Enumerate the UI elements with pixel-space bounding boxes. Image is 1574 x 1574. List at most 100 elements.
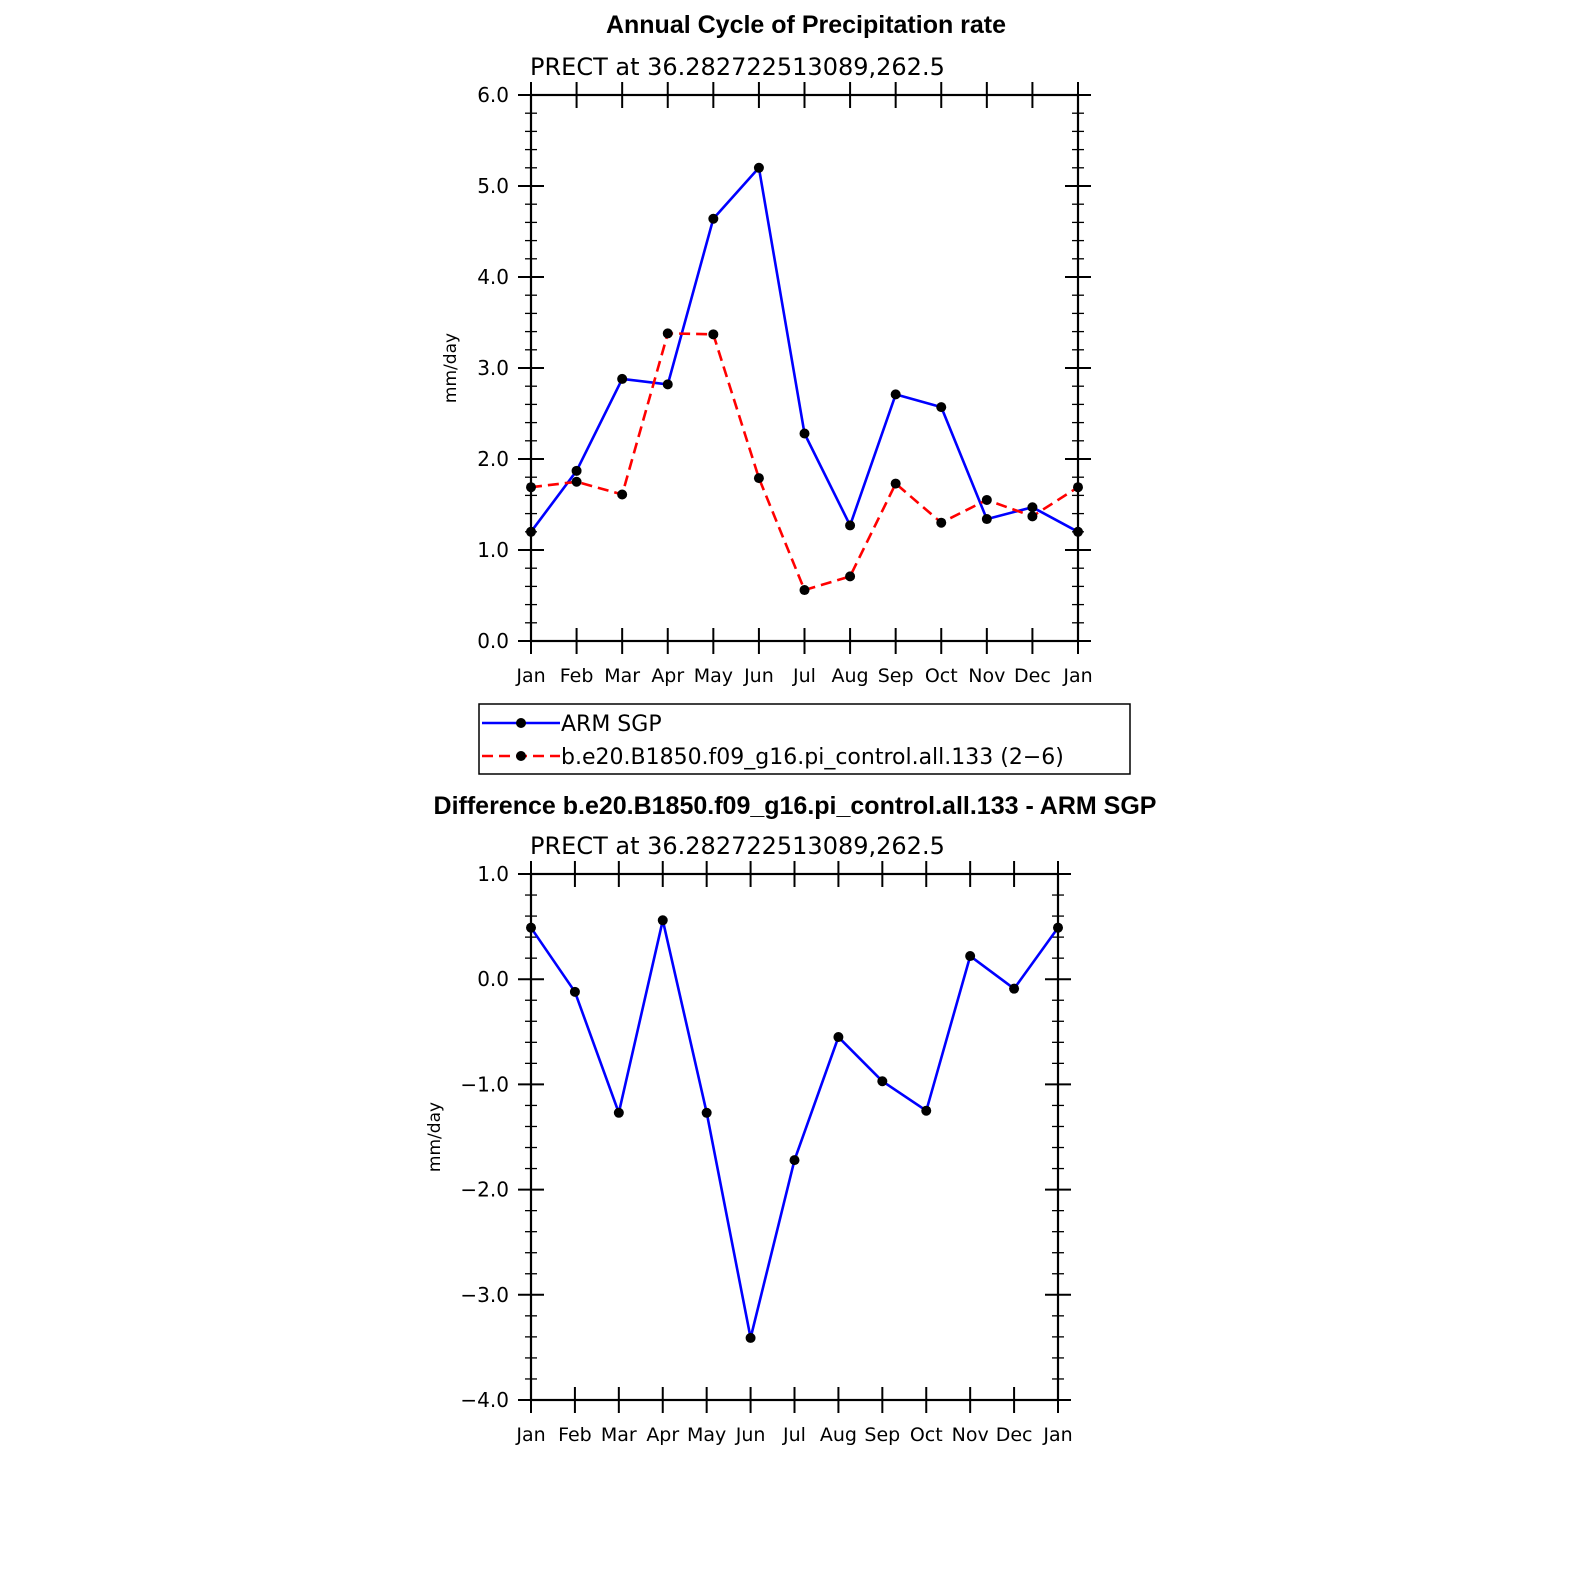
x-tick-label: Nov bbox=[952, 1424, 989, 1446]
data-point-0 bbox=[617, 373, 628, 384]
x-tick-label: Apr bbox=[651, 665, 684, 687]
x-tick-label: Jan bbox=[1042, 1424, 1072, 1446]
x-tick-label: Sep bbox=[878, 665, 914, 687]
x-tick-label: Nov bbox=[968, 665, 1005, 687]
legend-entry-arm-sgp: ARM SGP bbox=[482, 712, 662, 737]
series-markers bbox=[526, 915, 1063, 1343]
plot-frame bbox=[529, 872, 1060, 1402]
data-point-0 bbox=[936, 402, 947, 413]
legend-marker-model bbox=[516, 751, 526, 761]
x-tick-label: Jan bbox=[1062, 665, 1092, 687]
y-tick-label: −2.0 bbox=[460, 1178, 509, 1202]
x-tick-label: Dec bbox=[996, 1424, 1033, 1446]
data-point-1 bbox=[1027, 511, 1038, 522]
series-lines bbox=[529, 918, 1060, 1340]
series-line-1 bbox=[530, 332, 1079, 592]
axes: 0.0 1.0 2.0 3.0 4.0 5.0 6.0 Jan Feb Mar Apr May Jun J… bbox=[477, 82, 1093, 687]
data-point-0 bbox=[833, 1032, 844, 1043]
data-point-0 bbox=[708, 213, 719, 224]
x-tick-label: Jan bbox=[515, 1424, 545, 1446]
data-point-0 bbox=[890, 389, 901, 400]
data-point-0 bbox=[657, 915, 668, 926]
data-point-1 bbox=[571, 476, 582, 487]
data-point-0 bbox=[981, 514, 992, 525]
data-point-0 bbox=[701, 1107, 712, 1118]
data-point-1 bbox=[936, 517, 947, 528]
y-tick-label: 1.0 bbox=[477, 862, 509, 886]
x-tick-label: Dec bbox=[1014, 665, 1051, 687]
data-point-1 bbox=[799, 585, 810, 596]
data-point-1 bbox=[662, 328, 673, 339]
x-tick-label: Feb bbox=[558, 1424, 592, 1446]
x-tick-label: Jun bbox=[743, 665, 774, 687]
series-line-0 bbox=[529, 166, 1079, 533]
series-line-0 bbox=[529, 918, 1060, 1340]
data-point-1 bbox=[753, 473, 764, 484]
data-point-1 bbox=[981, 494, 992, 505]
data-point-1 bbox=[845, 571, 856, 582]
x-tick-label: Mar bbox=[601, 1424, 637, 1446]
legend: ARM SGP b.e20.B1850.f09_g16.pi_control.a… bbox=[478, 703, 1131, 775]
x-tick-label: Jul bbox=[782, 1424, 806, 1446]
data-point-0 bbox=[569, 986, 580, 997]
chart-title: Annual Cycle of Precipitation rate bbox=[606, 11, 1006, 39]
x-tick-label: Jul bbox=[792, 665, 816, 687]
legend-label-arm-sgp: ARM SGP bbox=[561, 712, 662, 737]
chart-subtitle: PRECT at 36.282722513089,262.5 bbox=[530, 53, 945, 81]
data-point-0 bbox=[526, 526, 536, 537]
annual-cycle-chart: Annual Cycle of Precipitation rate PRECT… bbox=[441, 11, 1093, 687]
data-point-0 bbox=[921, 1105, 932, 1116]
y-tick-label: 5.0 bbox=[477, 174, 509, 198]
legend-entry-model: b.e20.B1850.f09_g16.pi_control.all.133 (… bbox=[482, 745, 1064, 770]
x-tick-label: Feb bbox=[560, 665, 594, 687]
x-tick-label: May bbox=[687, 1424, 726, 1446]
axes: −4.0 −3.0 −2.0 −1.0 0.0 1.0 Jan Feb Mar Apr May Jun… bbox=[460, 861, 1073, 1446]
data-point-1 bbox=[526, 482, 536, 493]
data-point-0 bbox=[1027, 502, 1038, 513]
x-tick-label: Aug bbox=[820, 1424, 857, 1446]
data-point-0 bbox=[845, 520, 856, 531]
y-tick-label: −4.0 bbox=[460, 1388, 509, 1412]
data-point-0 bbox=[877, 1076, 888, 1087]
series-lines bbox=[529, 166, 1079, 592]
series-markers bbox=[526, 162, 1083, 596]
data-point-0 bbox=[789, 1155, 800, 1166]
data-point-0 bbox=[799, 428, 810, 439]
x-tick-label: Mar bbox=[604, 665, 640, 687]
y-tick-label: 0.0 bbox=[477, 629, 509, 653]
data-point-0 bbox=[1053, 922, 1063, 933]
y-tick-label: 1.0 bbox=[477, 538, 509, 562]
difference-chart: Difference b.e20.B1850.f09_g16.pi_contro… bbox=[425, 792, 1156, 1446]
x-tick-label: Oct bbox=[910, 1424, 943, 1446]
data-point-1 bbox=[708, 329, 719, 340]
x-tick-label: Oct bbox=[925, 665, 958, 687]
x-tick-label: May bbox=[694, 665, 733, 687]
x-tick-label: Jun bbox=[735, 1424, 766, 1446]
plot-frame bbox=[529, 93, 1080, 643]
y-tick-label: 3.0 bbox=[477, 356, 509, 380]
legend-label-model: b.e20.B1850.f09_g16.pi_control.all.133 (… bbox=[561, 745, 1064, 770]
data-point-0 bbox=[1009, 983, 1020, 994]
data-point-0 bbox=[526, 922, 536, 933]
data-point-0 bbox=[662, 379, 673, 390]
legend-marker-arm-sgp bbox=[516, 718, 526, 728]
y-tick-label: 4.0 bbox=[477, 265, 509, 289]
data-point-0 bbox=[965, 951, 976, 962]
legend-box bbox=[478, 703, 1131, 775]
data-point-1 bbox=[890, 478, 901, 489]
data-point-1 bbox=[617, 489, 628, 500]
y-tick-label: 2.0 bbox=[477, 447, 509, 471]
data-point-0 bbox=[745, 1332, 756, 1343]
data-point-0 bbox=[753, 162, 764, 173]
y-tick-label: −1.0 bbox=[460, 1072, 509, 1096]
data-point-1 bbox=[1073, 482, 1083, 493]
x-tick-label: Aug bbox=[832, 665, 869, 687]
x-tick-label: Apr bbox=[646, 1424, 679, 1446]
x-tick-label: Jan bbox=[515, 665, 545, 687]
x-tick-label: Sep bbox=[864, 1424, 900, 1446]
y-tick-label: 6.0 bbox=[477, 83, 509, 107]
chart-title: Difference b.e20.B1850.f09_g16.pi_contro… bbox=[434, 792, 1157, 820]
data-point-0 bbox=[571, 465, 582, 476]
y-axis-label: mm/day bbox=[441, 333, 461, 403]
